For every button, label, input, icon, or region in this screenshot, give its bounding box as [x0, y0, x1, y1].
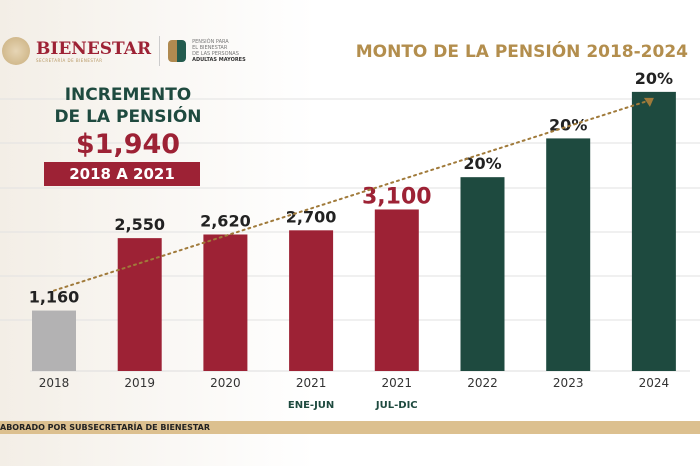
x-tick-label: 2021 — [296, 376, 327, 390]
bar — [631, 91, 676, 372]
x-tick-label: 2023 — [553, 376, 584, 390]
bar — [203, 234, 248, 371]
data-label: 2,550 — [114, 215, 165, 234]
x-tick-label: 2022 — [467, 376, 498, 390]
data-label: 20% — [463, 154, 501, 173]
x-sub-label: ENE-JUN — [288, 400, 334, 411]
elders-heart-icon — [168, 40, 187, 62]
bar — [546, 138, 591, 371]
program-line: PENSIÓN PARA — [192, 39, 229, 45]
data-label: 2,620 — [200, 211, 251, 230]
program-line: ADULTAS MAYORES — [192, 57, 246, 63]
program-name: PENSIÓN PARA EL BIENESTAR DE LAS PERSONA… — [192, 39, 246, 63]
bar — [117, 238, 162, 371]
data-label: 1,160 — [29, 288, 80, 307]
bar — [460, 177, 505, 371]
increase-line2: DE LA PENSIÓN — [54, 107, 202, 127]
data-label: 2,700 — [286, 207, 337, 226]
increase-heading: INCREMENTO DE LA PENSIÓN — [48, 84, 208, 128]
increase-line1: INCREMENTO — [64, 85, 192, 105]
divider — [159, 36, 161, 66]
x-tick-label: 2019 — [124, 376, 155, 390]
x-tick-label: 2024 — [639, 376, 670, 390]
data-label: 20% — [549, 115, 587, 134]
x-tick-label: 2021 — [382, 376, 413, 390]
brand-subtitle: SECRETARÍA DE BIENESTAR — [36, 57, 103, 63]
x-sub-label: JUL-DIC — [375, 400, 418, 411]
trend-arrow-icon — [643, 97, 654, 107]
brand-name: BIENESTAR — [36, 38, 152, 59]
bar — [32, 310, 76, 371]
data-label: 3,100 — [362, 184, 432, 209]
x-tick-label: 2018 — [39, 376, 70, 390]
trend-line — [53, 99, 649, 292]
x-tick-label: 2020 — [210, 376, 241, 390]
program-line: EL BIENESTAR — [192, 45, 228, 51]
bar — [374, 209, 419, 371]
data-label: 20% — [635, 69, 673, 88]
increase-amount: $1,940 — [75, 129, 181, 160]
seal-icon — [2, 37, 30, 65]
program-line: DE LAS PERSONAS — [192, 51, 239, 57]
chart-title: MONTO DE LA PENSIÓN 2018-2024 — [355, 42, 688, 62]
bienestar-logo: BIENESTAR SECRETARÍA DE BIENESTAR PENSIÓ… — [2, 36, 246, 66]
increase-range: 2018 A 2021 — [44, 162, 200, 186]
footer-credit: ABORADO POR SUBSECRETARÍA DE BIENESTAR — [0, 421, 700, 434]
bar — [289, 230, 334, 371]
